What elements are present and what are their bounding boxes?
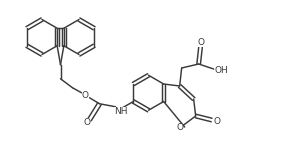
Text: OH: OH: [215, 65, 229, 75]
Text: O: O: [83, 118, 90, 127]
Text: O: O: [197, 37, 204, 47]
Text: O: O: [176, 123, 183, 132]
Text: O: O: [213, 116, 220, 125]
Text: NH: NH: [114, 107, 127, 116]
Text: O: O: [82, 91, 89, 100]
